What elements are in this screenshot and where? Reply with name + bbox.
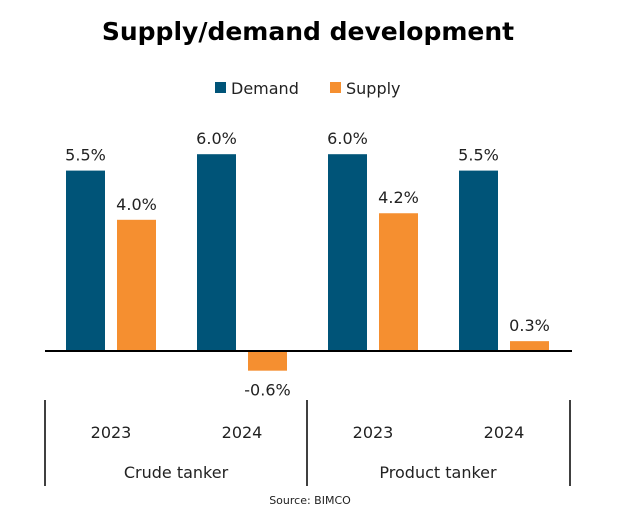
bar-demand-0: [66, 170, 105, 351]
data-label: 5.5%: [65, 146, 106, 165]
source-note: Source: BIMCO: [269, 494, 351, 507]
legend-label-demand: Demand: [231, 79, 299, 98]
bar-supply-3: [510, 341, 549, 351]
x-tick-label: 2023: [353, 423, 394, 442]
legend: Demand Supply: [215, 79, 401, 98]
bar-demand-3: [459, 170, 498, 351]
bar-supply-2: [379, 213, 418, 351]
x-tick-label: 2023: [91, 423, 132, 442]
data-label: -0.6%: [244, 381, 290, 400]
bar-supply-1: [248, 351, 287, 371]
chart-title: Supply/demand development: [102, 17, 514, 46]
bar-supply-0: [117, 219, 156, 351]
data-label: 4.2%: [378, 188, 419, 207]
x-tick-label: 2024: [222, 423, 263, 442]
data-label: 4.0%: [116, 195, 157, 214]
data-label: 6.0%: [196, 129, 237, 148]
group-label: Product tanker: [379, 463, 497, 482]
group-label: Crude tanker: [124, 463, 229, 482]
x-tick-label: 2024: [484, 423, 525, 442]
bar-demand-2: [328, 154, 367, 351]
axis: 2023 2024 2023 2024 Crude tanker Product tank…: [44, 350, 572, 486]
data-label: 6.0%: [327, 129, 368, 148]
legend-swatch-demand: [215, 82, 226, 93]
data-label: 5.5%: [458, 146, 499, 165]
data-label: 0.3%: [509, 316, 550, 335]
legend-label-supply: Supply: [346, 79, 401, 98]
bars: 5.5% 6.0% 6.0% 5.5% 4.0% -0.6% 4.2% 0.3%: [65, 129, 550, 399]
legend-swatch-supply: [330, 82, 341, 93]
bar-demand-1: [197, 154, 236, 351]
